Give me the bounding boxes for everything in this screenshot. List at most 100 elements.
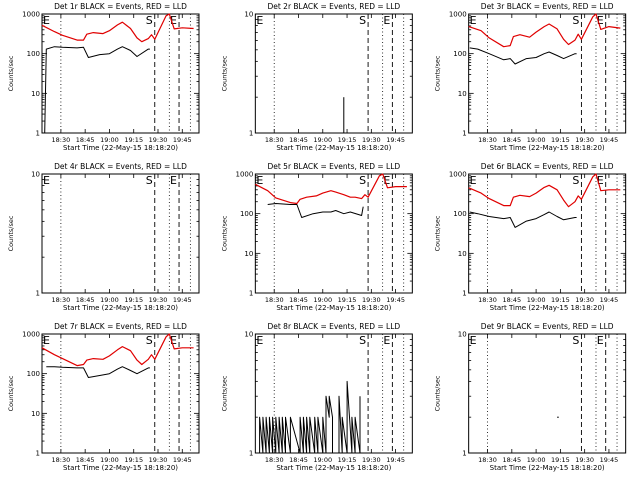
y-axis-label: Counts/sec <box>434 215 442 251</box>
y-tick-label: 10 <box>244 331 253 339</box>
y-tick-label: 1000 <box>22 11 40 19</box>
x-tick-label: 19:15 <box>551 136 570 144</box>
y-tick-label: 1 <box>462 450 466 458</box>
chart-title: Det 2r BLACK = Events, RED = LLD <box>267 2 400 11</box>
y-axis-label: Counts/sec <box>434 55 442 91</box>
x-tick-label: 19:30 <box>362 296 381 304</box>
x-axis-label: Start Time (22-May-15 18:18:20) <box>63 144 178 152</box>
lld-series-line <box>41 333 194 367</box>
marker-label: E <box>383 14 390 27</box>
x-tick-label: 19:45 <box>600 456 619 464</box>
y-tick-label: 10 <box>458 250 467 258</box>
events-series-line <box>469 211 577 228</box>
x-axis-label: Start Time (22-May-15 18:18:20) <box>276 144 391 152</box>
x-tick-label: 19:00 <box>527 296 546 304</box>
x-tick-label: 19:00 <box>313 296 332 304</box>
y-tick-label: 1 <box>249 130 253 138</box>
chart-title: Det 7r BLACK = Events, RED = LLD <box>54 322 187 331</box>
x-tick-label: 19:15 <box>338 296 357 304</box>
marker-label: E <box>383 334 390 347</box>
chart-title: Det 4r BLACK = Events, RED = LLD <box>54 162 187 171</box>
x-tick-label: 19:00 <box>313 456 332 464</box>
marker-label: E <box>43 334 50 347</box>
x-tick-label: 18:30 <box>478 136 497 144</box>
chart-panel-5: Det 5r BLACK = Events, RED = LLD 1 10 100 10… <box>220 162 413 312</box>
y-tick-label: 1 <box>462 290 466 298</box>
plot-frame <box>41 173 200 294</box>
y-axis-label: Counts/sec <box>7 55 15 91</box>
plot-frame <box>468 173 627 294</box>
x-tick-label: 18:30 <box>265 136 284 144</box>
marker-label: S <box>572 174 579 187</box>
marker-label: E <box>170 174 177 187</box>
marker-label: S <box>146 14 153 27</box>
x-axis-label: Start Time (22-May-15 18:18:20) <box>63 464 178 472</box>
y-axis-label: Counts/sec <box>7 215 15 251</box>
x-tick-label: 18:45 <box>502 456 521 464</box>
marker-label: S <box>146 174 153 187</box>
x-tick-label: 18:30 <box>52 456 71 464</box>
x-tick-label: 19:30 <box>149 456 168 464</box>
lld-series-line <box>255 173 407 205</box>
marker-label: E <box>256 174 263 187</box>
plot-frame <box>41 333 200 454</box>
y-tick-label: 1000 <box>449 171 467 179</box>
x-tick-label: 19:00 <box>527 136 546 144</box>
x-tick-label: 19:30 <box>149 296 168 304</box>
y-axis-label: Counts/sec <box>220 215 228 251</box>
y-tick-label: 1 <box>36 290 40 298</box>
x-axis-label: Start Time (22-May-15 18:18:20) <box>490 464 605 472</box>
x-tick-label: 19:45 <box>386 456 405 464</box>
marker-label: E <box>597 174 604 187</box>
plot-frame <box>254 173 413 294</box>
y-tick-label: 100 <box>27 370 40 378</box>
marker-label: E <box>43 174 50 187</box>
y-tick-label: 10 <box>244 250 253 258</box>
marker-label: S <box>572 14 579 27</box>
x-tick-label: 19:00 <box>100 456 119 464</box>
x-tick-label: 19:30 <box>575 296 594 304</box>
x-axis-label: Start Time (22-May-15 18:18:20) <box>63 304 178 312</box>
chart-panel-8: Det 8r BLACK = Events, RED = LLD 1 10 18:30… <box>220 322 413 472</box>
y-axis-label: Counts/sec <box>220 375 228 411</box>
marker-label: S <box>572 334 579 347</box>
x-tick-label: 19:15 <box>551 296 570 304</box>
x-tick-label: 18:30 <box>52 136 71 144</box>
marker-label: S <box>146 334 153 347</box>
chart-panel-3: Det 3r BLACK = Events, RED = LLD 1 10 100 10… <box>434 2 627 152</box>
chart-panel-2: Det 2r BLACK = Events, RED = LLD 1 10 18:30… <box>220 2 413 152</box>
y-tick-label: 10 <box>244 11 253 19</box>
x-tick-label: 19:15 <box>338 136 357 144</box>
x-tick-label: 18:45 <box>76 456 95 464</box>
plot-frame <box>468 13 627 134</box>
x-tick-label: 18:45 <box>289 456 308 464</box>
x-tick-label: 19:15 <box>338 456 357 464</box>
x-tick-label: 18:30 <box>478 456 497 464</box>
chart-title: Det 8r BLACK = Events, RED = LLD <box>267 322 400 331</box>
x-tick-label: 18:30 <box>265 456 284 464</box>
x-tick-label: 18:30 <box>52 296 71 304</box>
y-axis-label: Counts/sec <box>434 375 442 411</box>
marker-label: E <box>256 334 263 347</box>
chart-title: Det 6r BLACK = Events, RED = LLD <box>481 162 614 171</box>
x-tick-label: 19:00 <box>100 136 119 144</box>
chart-panel-9: Det 9r BLACK = Events, RED = LLD 1 10 18:30… <box>434 322 627 472</box>
y-tick-label: 1000 <box>22 331 40 339</box>
x-tick-label: 19:30 <box>362 456 381 464</box>
x-tick-label: 19:45 <box>600 136 619 144</box>
marker-label: E <box>383 174 390 187</box>
x-axis-label: Start Time (22-May-15 18:18:20) <box>276 464 391 472</box>
x-tick-label: 19:15 <box>124 136 143 144</box>
y-tick-label: 1 <box>249 450 253 458</box>
x-tick-label: 19:00 <box>527 456 546 464</box>
chart-title: Det 1r BLACK = Events, RED = LLD <box>54 2 187 11</box>
plot-frame <box>41 13 200 134</box>
events-series-line <box>259 380 361 454</box>
x-tick-label: 19:15 <box>124 456 143 464</box>
x-tick-label: 19:45 <box>173 136 192 144</box>
y-tick-label: 1 <box>249 290 253 298</box>
marker-label: E <box>470 14 477 27</box>
x-tick-label: 18:45 <box>289 296 308 304</box>
x-tick-label: 19:45 <box>600 296 619 304</box>
x-tick-label: 19:00 <box>100 296 119 304</box>
